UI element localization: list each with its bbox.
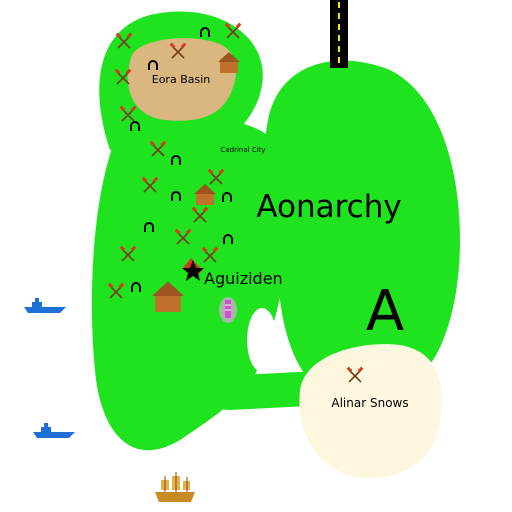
west-body bbox=[91, 118, 289, 451]
eora-basin-label: Eora Basin bbox=[152, 73, 211, 86]
landmass bbox=[91, 11, 460, 451]
country-name-label: Aonarchy bbox=[256, 189, 401, 225]
galleon-icon bbox=[155, 472, 195, 502]
alinar-snows-region bbox=[299, 344, 442, 479]
country-letter: A bbox=[366, 279, 404, 344]
watchtower-icon bbox=[219, 297, 237, 323]
inner-bay bbox=[247, 308, 277, 372]
cadrinal-city-label: Cadrinal City bbox=[220, 146, 265, 154]
star-icon bbox=[182, 260, 204, 281]
capital-label: Aguiziden bbox=[204, 269, 283, 288]
alinar-snows-label: Alinar Snows bbox=[331, 396, 408, 410]
east-body bbox=[264, 60, 460, 386]
eora-basin-region bbox=[127, 38, 237, 121]
steamship-icon bbox=[33, 423, 75, 438]
capital-marker bbox=[182, 258, 204, 281]
road-icon bbox=[330, 0, 348, 68]
steamship-icon bbox=[24, 298, 66, 313]
